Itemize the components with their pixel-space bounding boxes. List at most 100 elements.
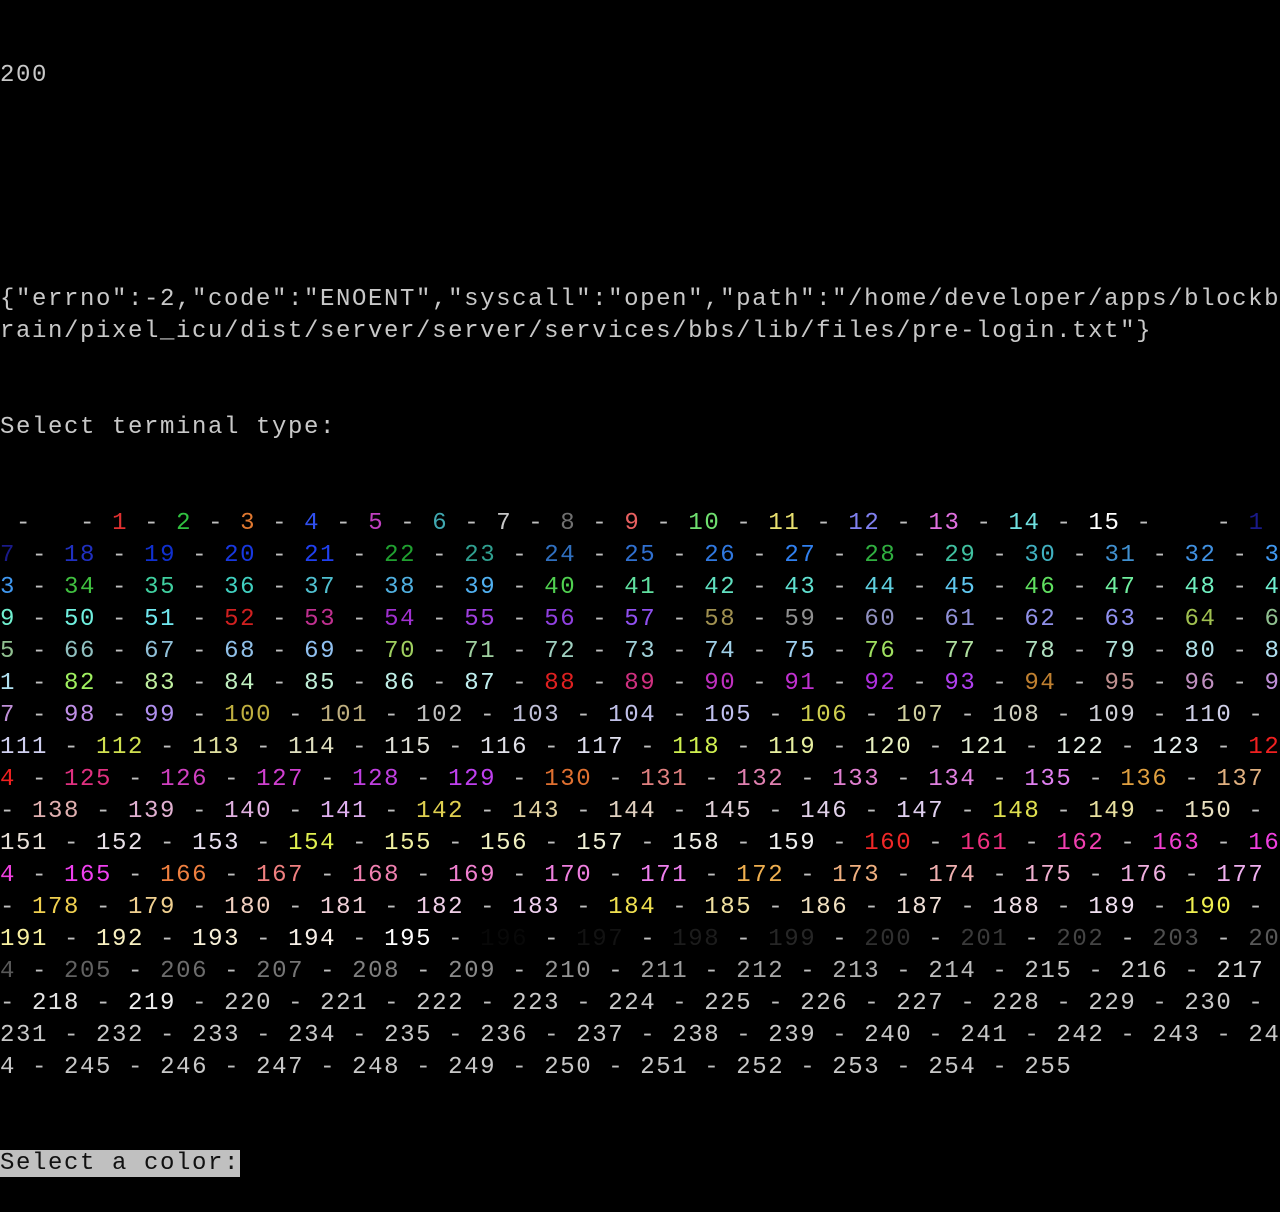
color-number: 6 (432, 510, 449, 537)
color-number: 152 (96, 830, 145, 857)
color-number: 151 (0, 830, 49, 857)
separator: - (752, 702, 801, 729)
color-number: 47 (1104, 574, 1137, 601)
color-number: 247 (256, 1054, 305, 1081)
color-number: 246 (160, 1054, 209, 1081)
separator: - (720, 510, 769, 537)
color-number: 157 (576, 830, 625, 857)
separator: - (96, 638, 145, 665)
separator: - (240, 1022, 289, 1049)
separator: - (208, 766, 257, 793)
color-number: 17 (0, 510, 1265, 569)
color-number: 69 (304, 638, 337, 665)
color-number: 35 (144, 574, 177, 601)
separator: - (416, 574, 465, 601)
separator: - (176, 606, 225, 633)
separator: - (816, 830, 865, 857)
separator: - (1168, 958, 1217, 985)
color-number: 28 (864, 542, 897, 569)
separator: - (256, 638, 305, 665)
color-number: 20 (224, 542, 257, 569)
color-number: 39 (464, 574, 497, 601)
terminal-prompt: Select terminal type: (0, 414, 337, 441)
separator: - (1056, 606, 1105, 633)
color-number: 95 (1104, 670, 1137, 697)
separator: - (784, 862, 833, 889)
separator: - (1216, 574, 1265, 601)
color-number: 163 (1152, 830, 1201, 857)
separator: - (272, 798, 321, 825)
separator: - (512, 510, 561, 537)
blank-lines (0, 156, 1280, 220)
separator: - (880, 862, 929, 889)
color-number: 107 (896, 702, 945, 729)
separator: - (336, 926, 385, 953)
color-prompt[interactable]: Select a color: (0, 1150, 241, 1177)
color-number: 76 (864, 638, 897, 665)
color-number: 136 (1120, 766, 1169, 793)
separator: - (1008, 926, 1057, 953)
color-number: 26 (704, 542, 737, 569)
separator: - (912, 830, 961, 857)
separator: - (144, 926, 193, 953)
color-number: 212 (736, 958, 785, 985)
separator: - (496, 574, 545, 601)
separator: - (496, 862, 545, 889)
separator: - (256, 574, 305, 601)
separator: - (976, 542, 1025, 569)
color-number: 175 (1024, 862, 1073, 889)
color-number: 124 (0, 734, 1280, 793)
color-number: 201 (960, 926, 1009, 953)
color-number: 137 (1216, 766, 1265, 793)
color-number: 169 (448, 862, 497, 889)
color-number: 48 (1184, 574, 1217, 601)
color-number: 103 (512, 702, 561, 729)
color-number: 121 (960, 734, 1009, 761)
separator: - (736, 638, 785, 665)
separator: - (304, 1054, 353, 1081)
color-number: 209 (448, 958, 497, 985)
color-number: 79 (1104, 638, 1137, 665)
color-number: 9 (624, 510, 641, 537)
color-number: 118 (672, 734, 721, 761)
separator: - (976, 958, 1025, 985)
color-number: 23 (464, 542, 497, 569)
separator: - (896, 670, 945, 697)
separator: - (1216, 638, 1265, 665)
color-number: 211 (640, 958, 689, 985)
color-number: 25 (624, 542, 657, 569)
color-number: 133 (832, 766, 881, 793)
separator: - (720, 830, 769, 857)
separator: - (1168, 766, 1217, 793)
separator: - (656, 574, 705, 601)
color-number: 2 (176, 510, 193, 537)
color-number: 31 (1104, 542, 1137, 569)
color-number: 71 (464, 638, 497, 665)
separator: - (80, 894, 129, 921)
color-number: 217 (1216, 958, 1265, 985)
color-number: 243 (1152, 1022, 1201, 1049)
color-number: 66 (64, 638, 97, 665)
color-number: 19 (144, 542, 177, 569)
separator: - (560, 798, 609, 825)
separator: - (528, 926, 577, 953)
color-number: 184 (608, 894, 657, 921)
color-number: 70 (384, 638, 417, 665)
separator: - (336, 670, 385, 697)
separator: - (1136, 798, 1185, 825)
separator: - (16, 1054, 65, 1081)
separator: - (256, 542, 305, 569)
separator: - (528, 734, 577, 761)
color-number: 239 (768, 1022, 817, 1049)
separator: - (80, 990, 129, 1017)
color-number: 242 (1056, 1022, 1105, 1049)
color-number: 61 (944, 606, 977, 633)
separator: - (112, 862, 161, 889)
status-line: 200 (0, 62, 49, 89)
color-number: 30 (1024, 542, 1057, 569)
separator: - (1136, 894, 1185, 921)
separator: - (560, 702, 609, 729)
separator: - (272, 990, 321, 1017)
separator: - (208, 1054, 257, 1081)
separator: - (1200, 926, 1249, 953)
